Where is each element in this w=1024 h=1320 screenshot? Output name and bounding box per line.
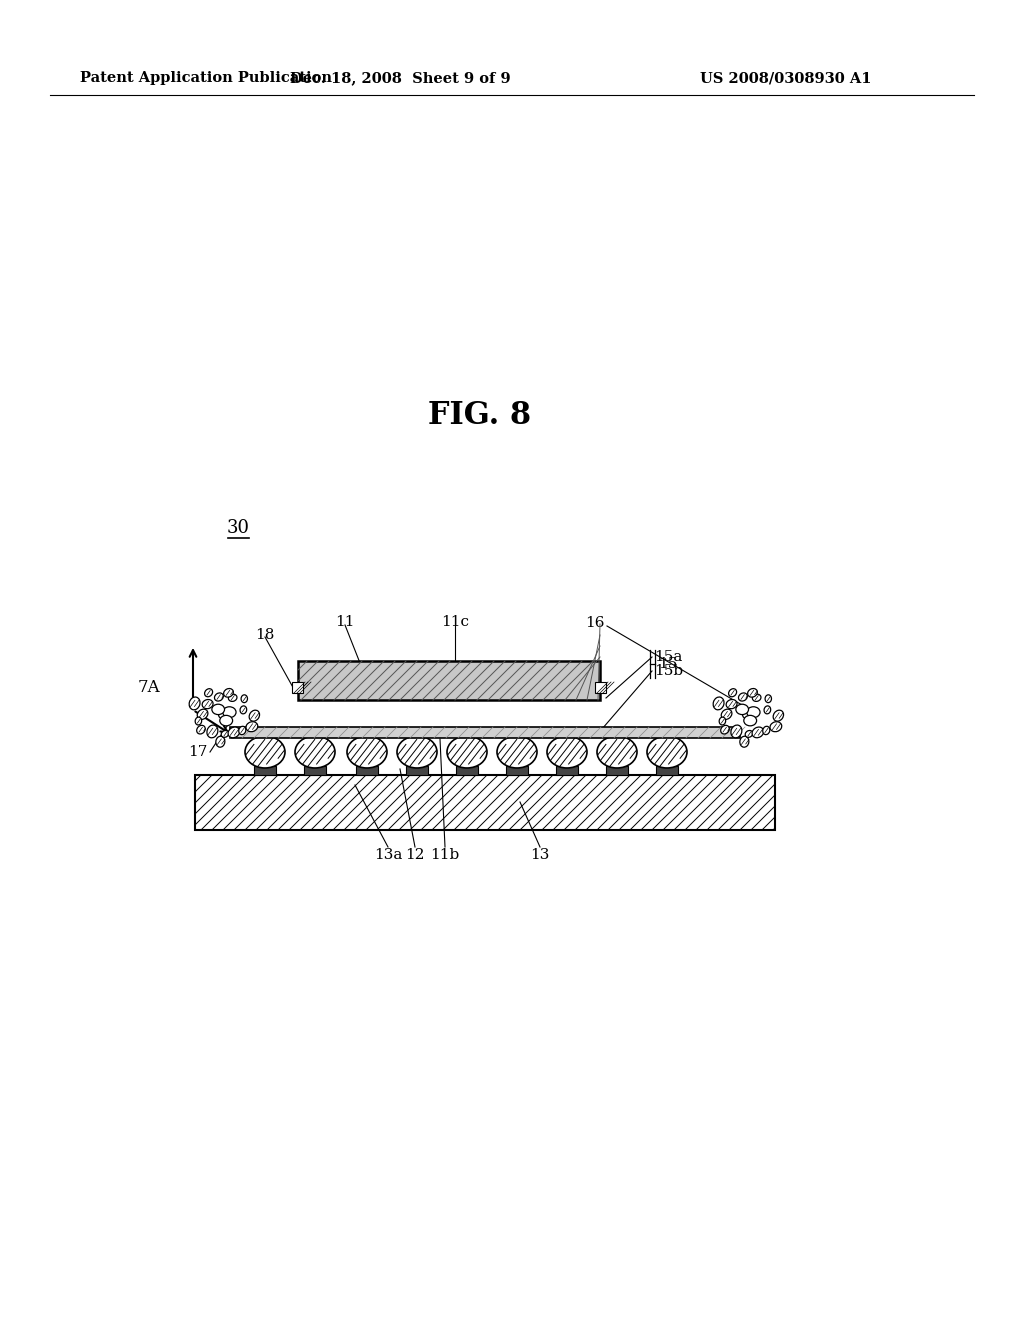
Text: 15b: 15b	[654, 664, 683, 678]
Bar	[656, 766, 678, 775]
Bar	[406, 766, 428, 775]
Text: 15a: 15a	[654, 649, 682, 664]
Text: US 2008/0308930 A1: US 2008/0308930 A1	[700, 71, 871, 84]
Ellipse shape	[239, 726, 246, 735]
Ellipse shape	[189, 697, 200, 710]
Text: 16: 16	[586, 616, 605, 630]
Ellipse shape	[721, 725, 729, 734]
Ellipse shape	[447, 737, 487, 768]
Text: 12: 12	[406, 847, 425, 862]
Ellipse shape	[220, 715, 232, 726]
Bar	[195, 775, 775, 830]
Ellipse shape	[729, 689, 736, 697]
Bar	[506, 766, 528, 775]
Ellipse shape	[197, 725, 205, 734]
Bar	[304, 766, 326, 775]
Ellipse shape	[497, 737, 537, 768]
Ellipse shape	[214, 693, 223, 701]
Ellipse shape	[240, 706, 247, 714]
Bar	[456, 766, 478, 775]
Ellipse shape	[752, 727, 764, 738]
Ellipse shape	[738, 693, 748, 701]
Bar	[556, 766, 578, 775]
Ellipse shape	[249, 710, 259, 721]
Ellipse shape	[736, 704, 749, 714]
Bar	[356, 766, 378, 775]
Bar	[292, 682, 303, 693]
Ellipse shape	[205, 689, 213, 697]
Ellipse shape	[202, 700, 213, 709]
Ellipse shape	[547, 737, 587, 768]
Ellipse shape	[347, 737, 387, 768]
Ellipse shape	[765, 694, 771, 702]
Bar	[298, 661, 600, 700]
Ellipse shape	[212, 704, 224, 714]
Ellipse shape	[748, 689, 758, 697]
Ellipse shape	[216, 737, 225, 747]
Ellipse shape	[196, 717, 202, 725]
Ellipse shape	[207, 725, 218, 738]
Text: 7A: 7A	[137, 680, 160, 697]
Ellipse shape	[719, 717, 726, 725]
Ellipse shape	[295, 737, 335, 768]
Bar	[254, 766, 276, 775]
Text: 11: 11	[335, 615, 354, 630]
Ellipse shape	[726, 700, 737, 709]
Ellipse shape	[721, 709, 732, 719]
Ellipse shape	[223, 706, 237, 718]
Ellipse shape	[198, 709, 208, 719]
Text: FIG. 8: FIG. 8	[428, 400, 531, 430]
Bar	[595, 682, 606, 693]
Ellipse shape	[764, 706, 771, 714]
Bar	[195, 775, 775, 830]
Ellipse shape	[597, 737, 637, 768]
Ellipse shape	[739, 737, 749, 747]
Ellipse shape	[731, 725, 741, 738]
Ellipse shape	[770, 722, 781, 731]
Ellipse shape	[221, 730, 228, 738]
Ellipse shape	[773, 710, 783, 721]
Text: 13a: 13a	[374, 847, 402, 862]
Ellipse shape	[713, 697, 724, 710]
Ellipse shape	[228, 727, 240, 738]
Ellipse shape	[763, 726, 770, 735]
Ellipse shape	[245, 737, 285, 768]
Ellipse shape	[246, 722, 258, 731]
Ellipse shape	[218, 711, 227, 718]
Ellipse shape	[746, 706, 760, 718]
Ellipse shape	[753, 694, 761, 701]
Text: 30: 30	[226, 519, 250, 537]
Bar	[230, 727, 740, 738]
Ellipse shape	[223, 689, 233, 697]
Text: 17: 17	[188, 744, 208, 759]
Ellipse shape	[241, 694, 248, 702]
Bar	[606, 766, 628, 775]
Text: Dec. 18, 2008  Sheet 9 of 9: Dec. 18, 2008 Sheet 9 of 9	[290, 71, 510, 84]
Text: 18: 18	[255, 628, 274, 642]
Ellipse shape	[743, 715, 757, 726]
Ellipse shape	[397, 737, 437, 768]
Text: 15: 15	[658, 657, 677, 671]
Ellipse shape	[647, 737, 687, 768]
Ellipse shape	[742, 711, 752, 718]
Ellipse shape	[745, 730, 753, 738]
Ellipse shape	[228, 694, 237, 701]
Text: 13: 13	[530, 847, 550, 862]
Text: Patent Application Publication: Patent Application Publication	[80, 71, 332, 84]
Text: 11c: 11c	[441, 615, 469, 630]
Text: 11b: 11b	[430, 847, 460, 862]
